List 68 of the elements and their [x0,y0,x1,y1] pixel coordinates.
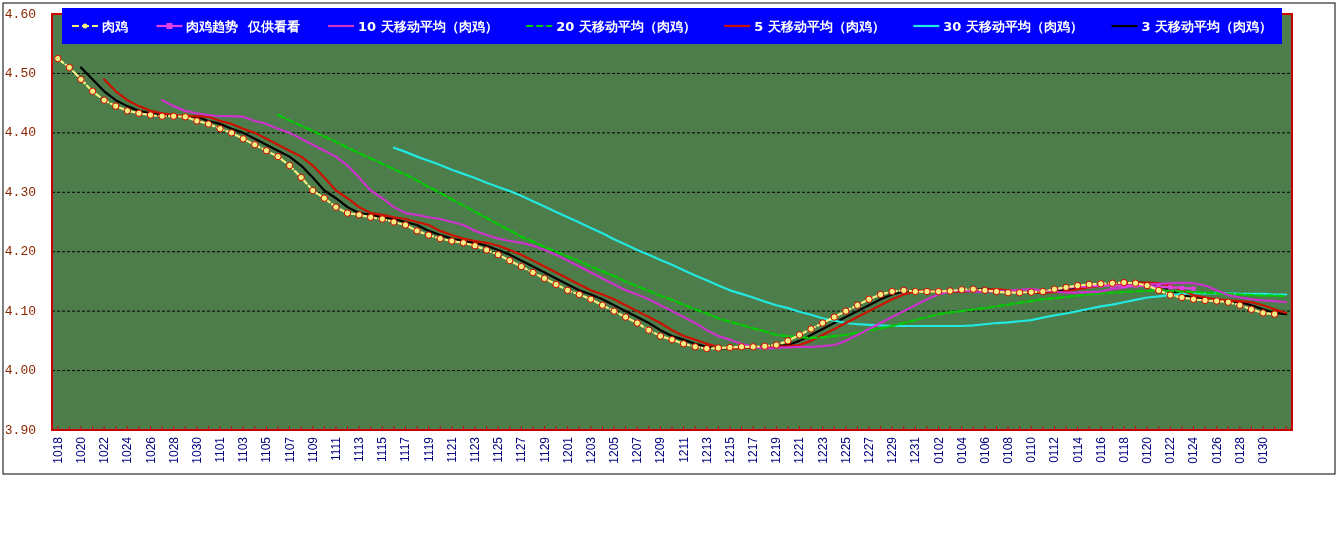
x-tick-label: 1205 [607,436,622,464]
y-tick-label: 4.30 [4,184,36,200]
y-tick-label: 4.00 [4,363,36,379]
x-tick-label: 1113 [352,436,367,462]
legend-label: 5 天移动平均（肉鸡） [754,18,885,34]
x-tick-label: 0108 [1001,436,1016,464]
x-tick-label: 0126 [1209,436,1224,464]
legend-label: 肉鸡 [102,18,128,34]
y-tick-label: 4.10 [4,303,36,319]
x-tick-label: 0116 [1093,436,1108,463]
x-tick-label: 0130 [1256,436,1271,464]
x-tick-label: 1203 [583,436,598,464]
x-tick-label: 0124 [1186,436,1201,464]
x-tick-label: 0102 [931,436,946,464]
x-tick-label: 1231 [908,436,923,464]
x-tick-label: 1215 [722,436,737,464]
x-tick-label: 1117 [398,436,413,462]
legend-label: 3 天移动平均（肉鸡） [1141,18,1272,34]
x-tick-label: 1103 [236,436,251,463]
legend-label: 10 天移动平均（肉鸡） [358,18,498,34]
x-tick-label: 1129 [537,436,552,463]
y-tick-label: 4.40 [4,125,36,141]
legend-label: 30 天移动平均（肉鸡） [943,18,1083,34]
x-tick-label: 1111 [328,436,343,462]
x-tick-label: 1030 [189,436,204,464]
x-tick-label: 1020 [73,436,88,464]
x-tick-label: 0122 [1163,436,1178,464]
x-tick-label: 1209 [653,436,668,464]
x-tick-label: 1211 [676,436,691,463]
x-tick-label: 0120 [1140,436,1155,464]
x-tick-label: 1127 [514,436,529,463]
x-tick-label: 1229 [885,436,900,464]
x-tick-label: 1217 [746,436,761,464]
x-tick-label: 1225 [838,436,853,464]
x-tick-label: 1107 [282,436,297,463]
x-tick-label: 1115 [375,436,390,462]
x-tick-label: 1101 [213,436,228,463]
legend-label: 20 天移动平均（肉鸡） [556,18,696,34]
y-tick-label: 4.50 [4,65,36,81]
x-tick-label: 1026 [143,436,158,464]
x-tick-label: 0106 [977,436,992,464]
x-tick-label: 1109 [305,436,320,463]
y-tick-label: 4.20 [4,244,36,260]
x-tick-label: 0104 [954,436,969,464]
x-tick-label: 1123 [467,436,482,463]
y-tick-label: 4.60 [4,6,36,22]
x-tick-label: 1221 [792,436,807,464]
legend-label: 肉鸡趋势 仅供看看 [186,18,300,34]
x-tick-label: 1105 [259,436,274,463]
x-tick-label: 1121 [444,436,459,463]
x-tick-label: 0118 [1116,436,1131,463]
x-tick-label: 1119 [421,436,436,462]
x-tick-label: 1219 [769,436,784,464]
x-tick-label: 1213 [699,436,714,464]
x-tick-label: 1028 [166,436,181,464]
x-tick-label: 0114 [1070,436,1085,463]
x-tick-label: 1201 [560,436,575,464]
x-tick-label: 0110 [1024,436,1039,463]
x-tick-label: 1223 [815,436,830,464]
x-tick-label: 1018 [50,436,65,464]
x-tick-label: 0112 [1047,436,1062,463]
x-tick-label: 1125 [491,436,506,463]
x-tick-label: 1207 [630,436,645,464]
x-tick-label: 1022 [97,436,112,464]
x-tick-label: 1024 [120,436,135,464]
x-tick-label: 1227 [862,436,877,464]
y-tick-label: 3.90 [4,422,36,438]
x-tick-label: 0128 [1232,436,1247,464]
